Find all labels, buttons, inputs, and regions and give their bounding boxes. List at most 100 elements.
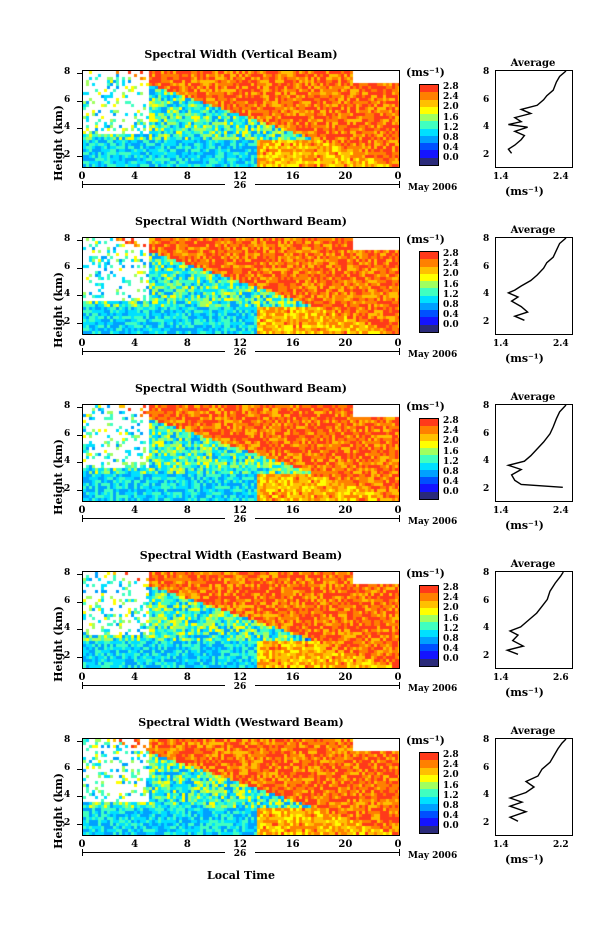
y-axis-label-text: Height (km) — [52, 105, 65, 181]
y-tick-label: 4 — [64, 122, 71, 132]
average-unit: (ms⁻¹) — [505, 853, 544, 866]
average-profile-line — [504, 571, 564, 655]
day-label: 26 — [225, 682, 255, 692]
y-tick-label: 4 — [64, 456, 71, 466]
colorbar-unit: (ms⁻¹) — [406, 233, 445, 246]
y-tick-label: 4 — [64, 790, 71, 800]
average-y-tick: 2 — [483, 316, 490, 327]
x-tick-label: 12 — [233, 171, 247, 182]
colorbar-band — [420, 760, 438, 768]
colorbar-band — [420, 106, 438, 115]
average-y-tick: 6 — [483, 94, 490, 105]
y-tick-label: 6 — [64, 762, 71, 773]
x-tick-label: 0 — [394, 839, 402, 850]
heatmap-plot — [82, 70, 400, 168]
colorbar-label: 0.8 — [443, 300, 459, 310]
colorbar-band — [420, 92, 438, 100]
colorbar-unit: (ms⁻¹) — [406, 66, 445, 79]
colorbar-label: 1.6 — [443, 780, 459, 791]
colorbar-band — [420, 767, 438, 775]
average-unit: (ms⁻¹) — [505, 519, 544, 532]
colorbar-band — [420, 317, 438, 325]
x-tick-label: 0 — [78, 171, 86, 182]
colorbar-label: 0.0 — [443, 487, 459, 498]
x-tick-label: 0 — [394, 171, 402, 182]
average-y-tick: 4 — [483, 456, 490, 466]
x-tick-label: 16 — [285, 505, 300, 516]
colorbar-band — [420, 310, 438, 318]
x-tick-label: 8 — [183, 338, 191, 349]
y-tick-mark — [77, 73, 82, 74]
average-y-tick: 6 — [483, 428, 490, 439]
y-tick-mark — [77, 823, 82, 825]
colorbar-band — [420, 477, 438, 485]
average-profile-line — [505, 404, 567, 488]
y-tick-mark — [77, 267, 82, 269]
average-y-tick: 6 — [483, 261, 490, 272]
colorbar-band — [420, 593, 438, 601]
colorbar-label: 2.8 — [443, 82, 459, 92]
colorbar-band — [420, 811, 438, 819]
colorbar-band — [420, 281, 438, 289]
colorbar-label: 2.8 — [443, 750, 459, 760]
y-tick-mark — [77, 601, 82, 603]
y-tick-label: 6 — [64, 595, 71, 606]
average-profile-line — [507, 70, 567, 154]
average-y-tick: 2 — [483, 650, 490, 661]
x-tick-label: 8 — [183, 839, 191, 850]
colorbar-label: 2.4 — [443, 760, 459, 771]
colorbar-band — [420, 288, 438, 296]
colorbar-label: 0.4 — [443, 143, 459, 154]
x-tick-label: 0 — [78, 505, 86, 516]
colorbar-band — [420, 586, 438, 594]
colorbar-label: 0.4 — [443, 310, 459, 321]
average-x-tick: 1.4 — [493, 172, 509, 182]
chart-panel: Spectral Width (Vertical Beam) Height (km… — [0, 48, 616, 236]
colorbar-band — [420, 651, 438, 659]
x-tick-label: 20 — [338, 171, 353, 182]
y-tick-mark — [77, 768, 82, 770]
month-label: May 2006 — [408, 183, 458, 193]
colorbar-label: 2.0 — [443, 269, 459, 280]
colorbar-band — [420, 302, 438, 311]
colorbar-band — [420, 252, 438, 260]
panel-title: Spectral Width (Eastward Beam) — [139, 549, 343, 562]
y-tick-mark — [77, 741, 82, 742]
panel-title: Spectral Width (Southward Beam) — [134, 382, 348, 395]
x-tick-label: 0 — [394, 672, 402, 683]
colorbar-label: 1.2 — [443, 623, 459, 634]
y-tick-label: 6 — [64, 94, 71, 105]
y-tick-label: 8 — [64, 735, 71, 745]
colorbar-label: 2.4 — [443, 593, 459, 604]
average-plot — [495, 738, 573, 836]
colorbar-band — [420, 440, 438, 449]
colorbar-band — [420, 796, 438, 804]
x-tick-label: 0 — [78, 672, 86, 683]
colorbar-band — [420, 491, 438, 499]
colorbar-unit: (ms⁻¹) — [406, 400, 445, 413]
x-tick-label: 4 — [131, 672, 139, 683]
y-tick-label: 2 — [64, 483, 71, 494]
y-tick-label: 2 — [64, 650, 71, 661]
colorbar-band — [420, 658, 438, 666]
average-profile-svg — [504, 571, 564, 655]
month-label: May 2006 — [408, 851, 458, 861]
heatmap-canvas — [83, 572, 399, 668]
average-profile-svg — [505, 404, 567, 488]
colorbar-label: 0.8 — [443, 467, 459, 477]
average-title: Average — [510, 726, 556, 737]
heatmap-plot — [82, 404, 400, 502]
average-x-tick: 2.2 — [553, 840, 569, 850]
colorbar-band — [420, 629, 438, 637]
chart-panel: Spectral Width (Westward Beam) Height (km… — [0, 716, 616, 904]
y-tick-mark — [77, 462, 82, 463]
average-x-tick: 2.4 — [553, 339, 569, 349]
x-axis-label: Local Time — [207, 869, 275, 882]
average-y-tick: 8 — [483, 735, 490, 745]
average-unit: (ms⁻¹) — [505, 352, 544, 365]
average-y-tick: 4 — [483, 790, 490, 800]
colorbar-label: 2.0 — [443, 770, 459, 781]
month-label: May 2006 — [408, 517, 458, 527]
heatmap-plot — [82, 237, 400, 335]
x-tick-label: 20 — [338, 505, 353, 516]
